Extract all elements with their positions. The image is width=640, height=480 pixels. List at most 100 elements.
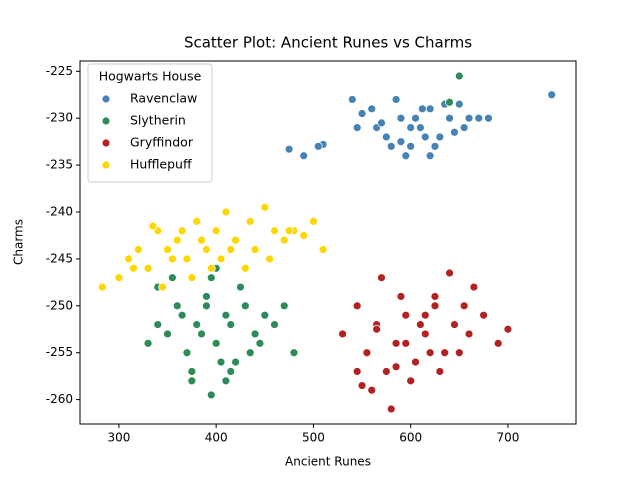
point (406, 141, 416, 151)
point (270, 320, 279, 329)
point (182, 254, 192, 264)
point (503, 324, 513, 334)
point (493, 338, 503, 348)
point (454, 99, 464, 109)
y-tick-label: -245 (46, 251, 73, 265)
point (211, 226, 221, 236)
point (202, 245, 211, 254)
legend-label: Hufflepuff (130, 157, 192, 172)
point (484, 113, 493, 123)
point (148, 221, 158, 231)
point (187, 376, 197, 386)
y-tick-label: -225 (46, 64, 73, 78)
point (221, 207, 231, 217)
point (430, 292, 440, 301)
point (454, 348, 464, 358)
point (279, 301, 289, 311)
legend-label: Gryffindor (130, 135, 194, 150)
point (124, 254, 134, 264)
point (352, 123, 362, 132)
point (425, 151, 435, 161)
point (479, 310, 489, 320)
point (445, 97, 454, 107)
point (250, 245, 260, 254)
point (411, 113, 420, 123)
x-tick-label: 400 (205, 431, 228, 445)
point (411, 357, 420, 367)
point (318, 245, 328, 254)
point (362, 348, 372, 358)
legend-marker (101, 160, 111, 170)
chart-title: Scatter Plot: Ancient Runes vs Charms (184, 34, 472, 52)
y-tick-label: -260 (46, 392, 73, 406)
x-tick-label: 700 (496, 431, 519, 445)
point (221, 310, 231, 320)
point (313, 141, 323, 151)
point (255, 338, 265, 348)
point (450, 320, 459, 329)
point (284, 226, 294, 236)
point (289, 348, 299, 358)
point (216, 254, 226, 264)
point (464, 329, 474, 339)
point (163, 329, 172, 339)
point (265, 254, 275, 264)
point (163, 245, 172, 254)
point (430, 301, 440, 311)
point (435, 367, 445, 376)
point (445, 268, 454, 278)
point (401, 310, 411, 320)
point (352, 301, 362, 311)
point (182, 348, 192, 358)
point (153, 320, 163, 329)
point (192, 320, 202, 329)
point (459, 123, 469, 132)
point (440, 348, 450, 358)
point (279, 235, 289, 245)
point (202, 301, 211, 311)
point (415, 123, 425, 132)
point (260, 202, 270, 212)
point (435, 132, 445, 142)
point (240, 301, 250, 311)
point (367, 385, 377, 395)
point (206, 273, 216, 283)
point (284, 144, 294, 154)
point (221, 376, 231, 386)
point (226, 367, 236, 376)
point (415, 320, 425, 329)
point (236, 282, 245, 292)
point (299, 151, 309, 161)
point (202, 292, 211, 301)
point (357, 109, 367, 118)
point (226, 320, 236, 329)
point (367, 104, 377, 114)
point (167, 254, 177, 264)
point (338, 329, 347, 339)
point (445, 113, 454, 123)
point (347, 95, 357, 104)
x-tick-label: 500 (302, 431, 325, 445)
point (216, 357, 226, 367)
point (143, 338, 153, 348)
legend-box (87, 63, 213, 183)
point (430, 141, 440, 151)
legend-marker (101, 116, 111, 126)
point (420, 329, 430, 339)
point (425, 348, 435, 358)
point (401, 151, 411, 161)
point (172, 235, 182, 245)
point (114, 273, 124, 283)
x-axis-label: Ancient Runes (285, 455, 371, 469)
point (158, 282, 168, 292)
point (420, 132, 430, 142)
point (177, 310, 187, 320)
point (309, 216, 318, 226)
legend-label: Ravenclaw (130, 91, 197, 106)
point (454, 71, 464, 81)
point (206, 263, 216, 273)
point (386, 141, 396, 151)
y-tick-label: -250 (46, 298, 73, 312)
point (459, 301, 469, 311)
